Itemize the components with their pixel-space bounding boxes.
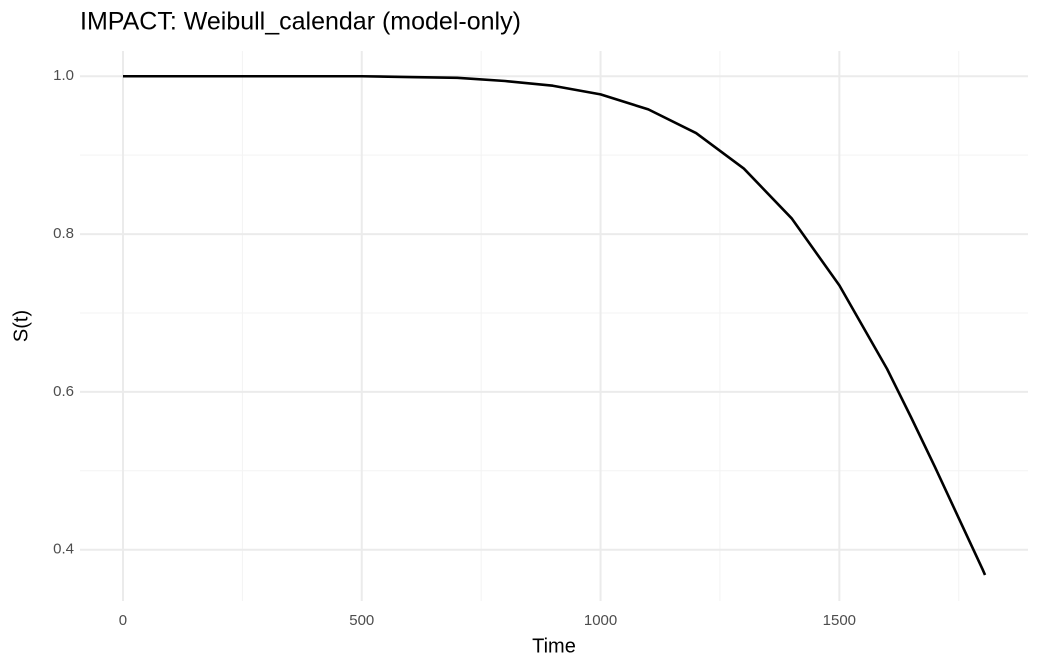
y-tick-label: 1.0 xyxy=(53,67,74,84)
x-tick-label: 0 xyxy=(119,612,127,629)
y-tick-label: 0.8 xyxy=(53,225,74,242)
x-tick-label: 1500 xyxy=(823,612,856,629)
y-tick-label: 0.4 xyxy=(53,541,74,558)
grid xyxy=(80,51,1028,601)
x-axis-label: Time xyxy=(532,635,576,657)
x-tick-label: 1000 xyxy=(584,612,617,629)
y-axis-label: S(t) xyxy=(10,310,32,342)
y-tick-label: 0.6 xyxy=(53,383,74,400)
line-series xyxy=(122,74,987,576)
x-tick-label: 500 xyxy=(349,612,374,629)
chart-title: IMPACT: Weibull_calendar (model-only) xyxy=(80,8,521,36)
